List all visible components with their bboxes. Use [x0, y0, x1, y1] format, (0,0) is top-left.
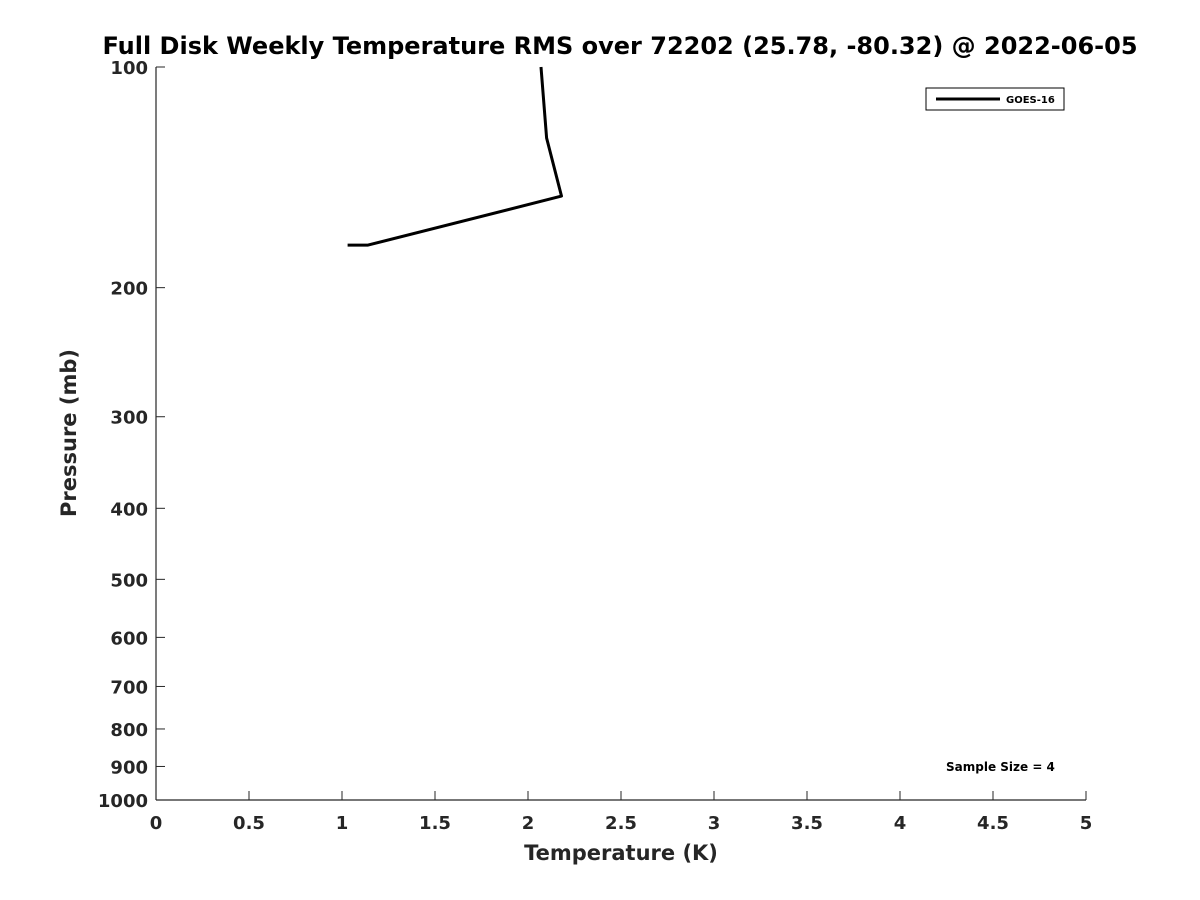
y-tick-label: 500	[110, 570, 148, 591]
x-tick-label: 4.5	[977, 813, 1009, 834]
chart-title: Full Disk Weekly Temperature RMS over 72…	[102, 32, 1137, 60]
x-tick-label: 1.5	[419, 813, 451, 834]
sample-size-annotation: Sample Size = 4	[946, 760, 1055, 774]
series-line-goes-16	[347, 66, 563, 247]
x-tick-label: 2.5	[605, 813, 637, 834]
y-tick-label: 700	[110, 677, 148, 698]
y-axis-label: Pressure (mb)	[57, 349, 81, 517]
x-tick-label: 5	[1080, 813, 1093, 834]
x-tick-label: 0	[150, 813, 163, 834]
y-tick-label: 800	[110, 720, 148, 741]
axes: 0 0.5 1 1.5 2 2.5 3 3.5 4 4.5 5 100 200 300 400 500 600 7…	[98, 58, 1092, 834]
x-tick-label: 1	[336, 813, 349, 834]
x-tick-label: 4	[894, 813, 907, 834]
y-tick-label: 100	[110, 58, 148, 79]
x-tick-label: 2	[522, 813, 535, 834]
y-tick-label: 200	[110, 279, 148, 300]
y-tick-label: 400	[110, 499, 148, 520]
x-tick-label: 3	[708, 813, 721, 834]
y-tick-label: 300	[110, 408, 148, 429]
legend-label-goes-16: GOES-16	[1006, 95, 1055, 106]
x-tick-label: 3.5	[791, 813, 823, 834]
y-tick-label: 600	[110, 628, 148, 649]
y-tick-label: 900	[110, 757, 148, 778]
y-tick-label: 1000	[98, 791, 148, 812]
legend: GOES-16	[925, 87, 1065, 111]
plot-area	[156, 67, 1086, 800]
x-tick-label: 0.5	[233, 813, 265, 834]
series-layer	[347, 66, 563, 247]
x-axis-label: Temperature (K)	[524, 841, 718, 865]
